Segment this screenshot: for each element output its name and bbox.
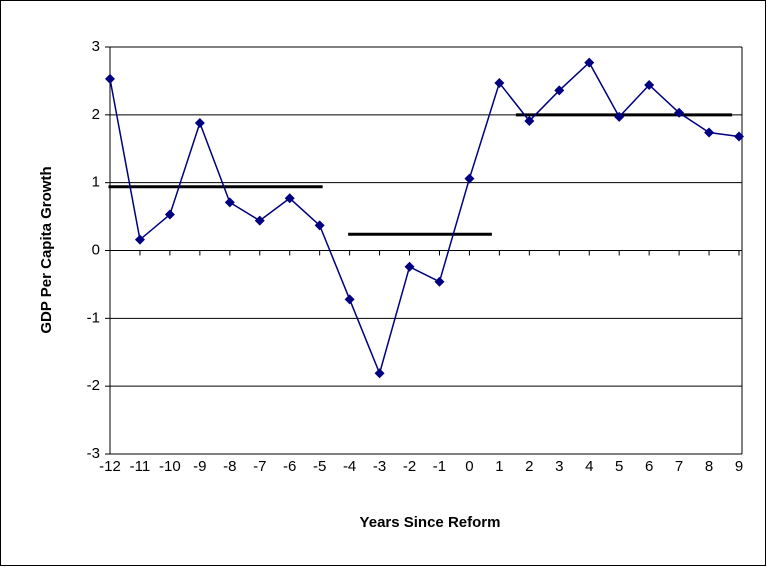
data-point — [434, 276, 445, 287]
y-tick-label: 2 — [92, 106, 100, 123]
data-point — [254, 215, 265, 226]
x-tick-label: 5 — [615, 458, 623, 475]
x-tick-label: -9 — [193, 458, 206, 475]
x-tick-label: -6 — [283, 458, 296, 475]
y-tick-label: -3 — [87, 445, 100, 462]
data-line — [109, 61, 740, 376]
x-tick-label: 3 — [555, 458, 563, 475]
data-point — [374, 368, 385, 379]
x-tick-label: 2 — [525, 458, 533, 475]
y-tick-label: -2 — [87, 377, 100, 394]
x-tick-label: -2 — [403, 458, 416, 475]
x-tick-label: -11 — [130, 458, 151, 475]
x-tick-label: 6 — [645, 458, 653, 475]
data-point — [614, 111, 625, 122]
data-point — [284, 193, 295, 204]
data-point — [524, 115, 535, 126]
x-tick-label: 4 — [585, 458, 593, 475]
data-point — [224, 197, 235, 208]
data-point — [314, 220, 325, 231]
x-tick-label: 0 — [465, 458, 473, 475]
x-tick-label: 1 — [495, 458, 503, 475]
x-tick-label: -4 — [343, 458, 356, 475]
data-point — [134, 234, 145, 245]
x-tick-label: 8 — [705, 458, 713, 475]
y-axis-title: GDP Per Capita Growth — [38, 166, 55, 333]
data-point — [404, 261, 415, 272]
y-tick-label: 3 — [92, 38, 100, 55]
data-point — [734, 131, 744, 142]
x-tick-label: 9 — [735, 458, 743, 475]
x-tick-label: -12 — [99, 458, 121, 475]
x-tick-label: 7 — [675, 458, 683, 475]
data-point — [464, 173, 475, 184]
data-point — [554, 85, 565, 96]
y-tick-label: 0 — [92, 241, 100, 258]
x-tick-label: -5 — [313, 458, 326, 475]
data-point — [344, 294, 355, 305]
data-point — [674, 107, 685, 118]
data-point — [105, 73, 115, 84]
y-tick-label: 1 — [92, 174, 100, 191]
data-point — [194, 117, 205, 128]
data-point — [584, 57, 595, 68]
x-tick-label: -7 — [253, 458, 266, 475]
x-tick-label: -10 — [159, 458, 181, 475]
x-tick-label: -1 — [433, 458, 446, 475]
data-point — [494, 77, 505, 88]
data-point — [704, 127, 715, 138]
x-tick-label: -8 — [223, 458, 236, 475]
y-tick-label: -1 — [87, 309, 100, 326]
x-axis-title: Years Since Reform — [360, 514, 501, 531]
data-point — [164, 209, 175, 220]
data-point — [644, 79, 655, 90]
x-tick-label: -3 — [373, 458, 386, 475]
